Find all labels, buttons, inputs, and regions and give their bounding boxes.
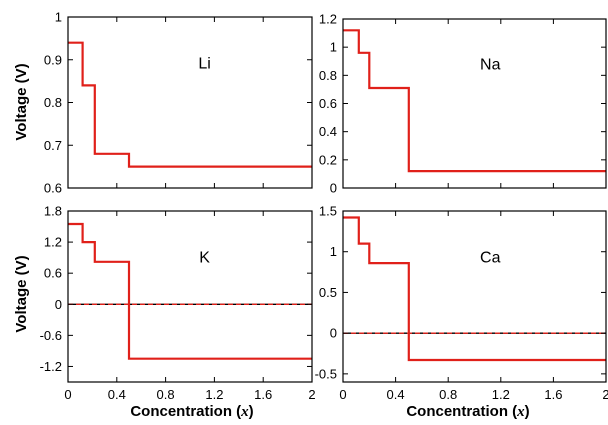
y-tick-label-li-1: 0.7 bbox=[44, 138, 62, 153]
x-tick-label-k-0: 0 bbox=[64, 387, 71, 402]
y-tick-label-na-3: 0.6 bbox=[319, 96, 337, 111]
plot-frame-li bbox=[67, 16, 313, 189]
x-axis-title-left: Concentration (x) bbox=[130, 403, 253, 420]
x-tick-label-ca-5: 2 bbox=[602, 387, 608, 402]
y-tick-label-k-4: 1.2 bbox=[44, 235, 62, 250]
y-tick-label-na-4: 0.8 bbox=[319, 68, 337, 83]
step-series-na bbox=[343, 29, 606, 173]
y-tick-label-ca-1: 0 bbox=[330, 326, 337, 341]
y-tick-label-li-3: 0.9 bbox=[44, 52, 62, 67]
y-tick-label-k-2: 0 bbox=[55, 297, 62, 312]
y-tick-label-na-2: 0.4 bbox=[319, 124, 337, 139]
panel-na: 0 0.2 0.4 0.6 0.8 1 1.2 Na bbox=[319, 12, 607, 196]
y-tick-label-li-2: 0.8 bbox=[44, 95, 62, 110]
x-tick-label-ca-3: 1.2 bbox=[492, 387, 510, 402]
y-tick-label-ca-4: 1.5 bbox=[319, 204, 337, 219]
y-tick-label-k-3: 0.6 bbox=[44, 266, 62, 281]
panel-li: 0.6 0.7 0.8 0.9 1 Li bbox=[44, 10, 313, 196]
x-tick-label-ca-2: 0.8 bbox=[439, 387, 457, 402]
step-series-ca bbox=[343, 216, 606, 362]
panel-label-ca: Ca bbox=[480, 249, 501, 266]
panel-label-li: Li bbox=[198, 55, 210, 72]
y-tick-label-k-1: -0.6 bbox=[40, 328, 62, 343]
x-tick-label-ca-1: 0.4 bbox=[387, 387, 405, 402]
y-tick-label-ca-3: 1 bbox=[330, 244, 337, 259]
x-tick-label-k-2: 0.8 bbox=[157, 387, 175, 402]
panel-label-k: K bbox=[199, 249, 210, 266]
x-tick-label-k-4: 1.6 bbox=[254, 387, 272, 402]
x-tick-label-k-3: 1.2 bbox=[205, 387, 223, 402]
y-tick-label-k-5: 1.8 bbox=[44, 204, 62, 219]
x-tick-label-k-1: 0.4 bbox=[108, 387, 126, 402]
panel-k: 0 0.4 0.8 1.2 1.6 2 -1.2 -0.6 0 0.6 1.2 1.8 K bbox=[40, 204, 316, 403]
x-tick-label-k-5: 2 bbox=[308, 387, 315, 402]
panel-ca: 0 0.4 0.8 1.2 1.6 2-0.500.511.5Ca bbox=[315, 204, 608, 403]
plot-frame-ca bbox=[342, 210, 607, 383]
plot-frame-k bbox=[67, 210, 313, 383]
y-axis-title-bottom: Voltage (V) bbox=[13, 255, 30, 332]
x-axis-title-right: Concentration (x) bbox=[406, 403, 529, 420]
panel-label-na: Na bbox=[480, 57, 501, 74]
step-series-k bbox=[68, 222, 312, 360]
y-tick-label-k-0: -1.2 bbox=[40, 359, 62, 374]
y-axis-title-top: Voltage (V) bbox=[13, 63, 30, 140]
y-tick-label-li-4: 1 bbox=[55, 10, 62, 25]
y-tick-label-na-5: 1 bbox=[330, 40, 337, 55]
y-tick-label-li-0: 0.6 bbox=[44, 181, 62, 196]
x-tick-label-ca-0: 0 bbox=[339, 387, 346, 402]
panels: 0.6 0.7 0.8 0.9 1 Li 0 0.2 0.4 0.6 0.8 1 1.2 Na 0 0.4 0.… bbox=[40, 10, 608, 403]
step-series-li bbox=[68, 41, 312, 168]
plot-frame-na bbox=[342, 18, 607, 189]
y-tick-label-na-6: 1.2 bbox=[319, 12, 337, 27]
y-tick-label-na-1: 0.2 bbox=[319, 152, 337, 167]
x-tick-label-ca-4: 1.6 bbox=[544, 387, 562, 402]
y-tick-label-ca-2: 0.5 bbox=[319, 285, 337, 300]
y-tick-label-ca-0: -0.5 bbox=[315, 366, 337, 381]
y-tick-label-na-0: 0 bbox=[330, 181, 337, 196]
